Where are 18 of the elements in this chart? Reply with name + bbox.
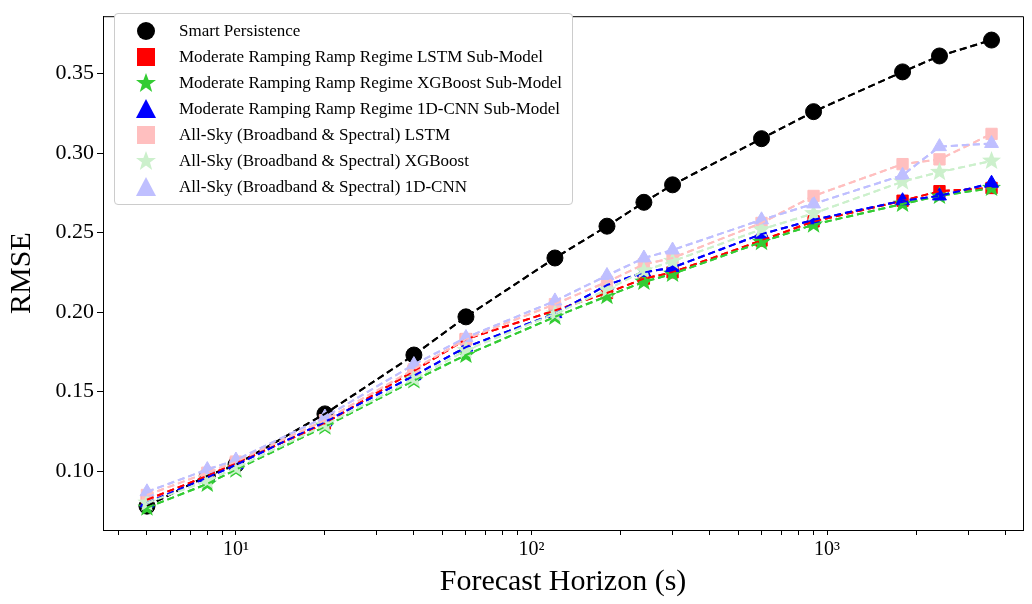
legend-label: Moderate Ramping Ramp Regime 1D-CNN Sub-Model (179, 98, 561, 120)
y-tick-label: 0.10 (55, 456, 94, 482)
y-tick-label: 0.25 (55, 218, 94, 244)
y-tick-label: 0.15 (55, 377, 94, 403)
legend-label: Smart Persistence (179, 20, 301, 42)
x-tick-label: 10² (518, 537, 545, 560)
legend-label: Moderate Ramping Ramp Regime LSTM Sub-Model (179, 46, 544, 68)
legend-label: All-Sky (Broadband & Spectral) 1D-CNN (179, 176, 468, 198)
x-axis-title: Forecast Horizon (s) (439, 562, 687, 597)
y-axis-title: RMSE (2, 232, 36, 314)
x-tick-label: 10¹ (222, 537, 249, 560)
y-tick-label: 0.20 (55, 297, 94, 323)
legend-label: All-Sky (Broadband & Spectral) XGBoost (179, 150, 469, 172)
y-tick-label: 0.35 (55, 59, 94, 85)
legend-label: Moderate Ramping Ramp Regime XGBoost Sub-Model (179, 72, 562, 94)
x-tick-label: 10³ (814, 537, 841, 560)
y-tick-label: 0.30 (55, 138, 94, 164)
legend-label: All-Sky (Broadband & Spectral) LSTM (179, 124, 451, 146)
